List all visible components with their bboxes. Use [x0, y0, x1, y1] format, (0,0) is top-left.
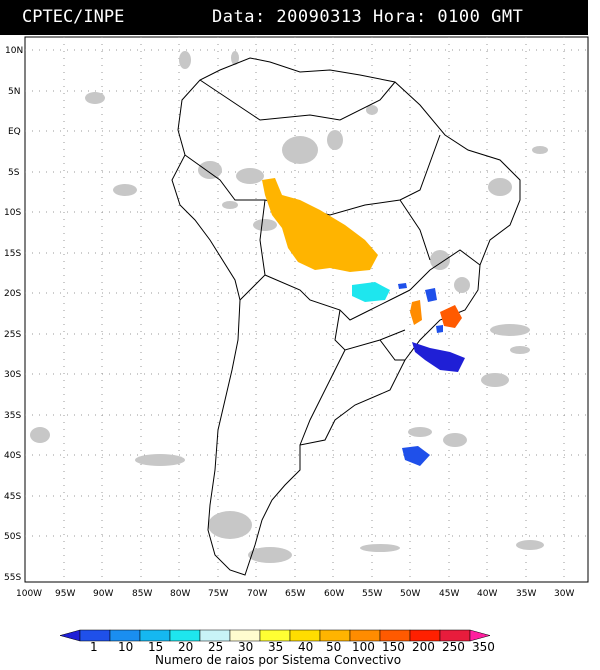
lat-label: 35S — [4, 411, 21, 421]
scale-label: 350 — [472, 640, 495, 654]
lat-label: 45S — [4, 492, 21, 502]
lon-label: 55W — [362, 589, 382, 599]
scale-label: 30 — [238, 640, 253, 654]
cluster-amazon — [262, 178, 378, 272]
lat-label: 55S — [4, 573, 21, 583]
scale-label: 15 — [148, 640, 163, 654]
scale-label: 100 — [352, 640, 375, 654]
lat-label: 25S — [4, 330, 21, 340]
lat-label: 15S — [4, 249, 21, 259]
lon-label: 100W — [16, 589, 42, 599]
lat-label: EQ — [8, 127, 21, 137]
lightning-clusters — [262, 178, 465, 466]
lon-label: 80W — [170, 589, 190, 599]
graticule — [25, 37, 588, 582]
scale-swatch — [469, 629, 491, 642]
lat-label: 5S — [8, 168, 20, 178]
color-scale — [59, 629, 491, 642]
scale-label: 20 — [178, 640, 193, 654]
lightning-map: 10N 5N EQ 5S 10S 15S 20S 25S 30S 35S 40S… — [4, 36, 589, 667]
lon-label: 35W — [516, 589, 536, 599]
scale-caption: Numero de raios por Sistema Convectivo — [155, 653, 401, 667]
scale-label: 250 — [442, 640, 465, 654]
lon-label: 90W — [93, 589, 113, 599]
lon-label: 85W — [132, 589, 152, 599]
lon-label: 30W — [554, 589, 574, 599]
cluster-blue-small — [425, 288, 437, 302]
scale-label: 10 — [118, 640, 133, 654]
scale-label: 50 — [326, 640, 341, 654]
lon-label: 45W — [439, 589, 459, 599]
lat-label: 10N — [5, 46, 23, 56]
lon-label: 60W — [324, 589, 344, 599]
lon-label: 40W — [477, 589, 497, 599]
lat-label: 20S — [4, 289, 21, 299]
cluster-rj-red — [440, 305, 462, 328]
cluster-blue-dot — [398, 283, 407, 289]
lon-label: 75W — [208, 589, 228, 599]
lon-label: 50W — [400, 589, 420, 599]
lat-label: 30S — [4, 370, 21, 380]
scale-label: 35 — [268, 640, 283, 654]
cluster-ocean-blue — [402, 446, 430, 466]
cluster-cyan — [352, 282, 390, 302]
scale-label: 150 — [382, 640, 405, 654]
scale-labels: 1 10 15 20 25 30 35 40 50 100 150 200 25… — [90, 640, 495, 654]
lat-label: 40S — [4, 451, 21, 461]
lat-label: 50S — [4, 532, 21, 542]
country-borders — [184, 79, 481, 446]
scale-label: 1 — [90, 640, 98, 654]
lat-label: 10S — [4, 208, 21, 218]
source-label: CPTEC/INPE — [22, 7, 125, 27]
cloud-cover — [30, 51, 548, 563]
scale-swatch — [59, 629, 81, 642]
datetime-label: Data: 20090313 Hora: 0100 GMT — [212, 7, 524, 27]
scale-label: 25 — [208, 640, 223, 654]
south-america-outline — [171, 57, 521, 576]
lat-label: 5N — [8, 87, 20, 97]
lon-label: 65W — [285, 589, 305, 599]
lon-label: 95W — [55, 589, 75, 599]
cluster-south-blue — [412, 342, 465, 372]
scale-label: 40 — [298, 640, 313, 654]
scale-label: 200 — [412, 640, 435, 654]
cluster-sp-orange — [410, 300, 422, 325]
lon-labels: 100W 95W 90W 85W 80W 75W 70W 65W 60W 55W… — [16, 589, 574, 599]
cluster-blue-dot-2 — [436, 325, 443, 333]
map-header: CPTEC/INPE Data: 20090313 Hora: 0100 GMT — [0, 0, 588, 35]
lat-labels: 10N 5N EQ 5S 10S 15S 20S 25S 30S 35S 40S… — [4, 46, 23, 583]
lon-label: 70W — [247, 589, 267, 599]
map-frame — [24, 36, 589, 583]
